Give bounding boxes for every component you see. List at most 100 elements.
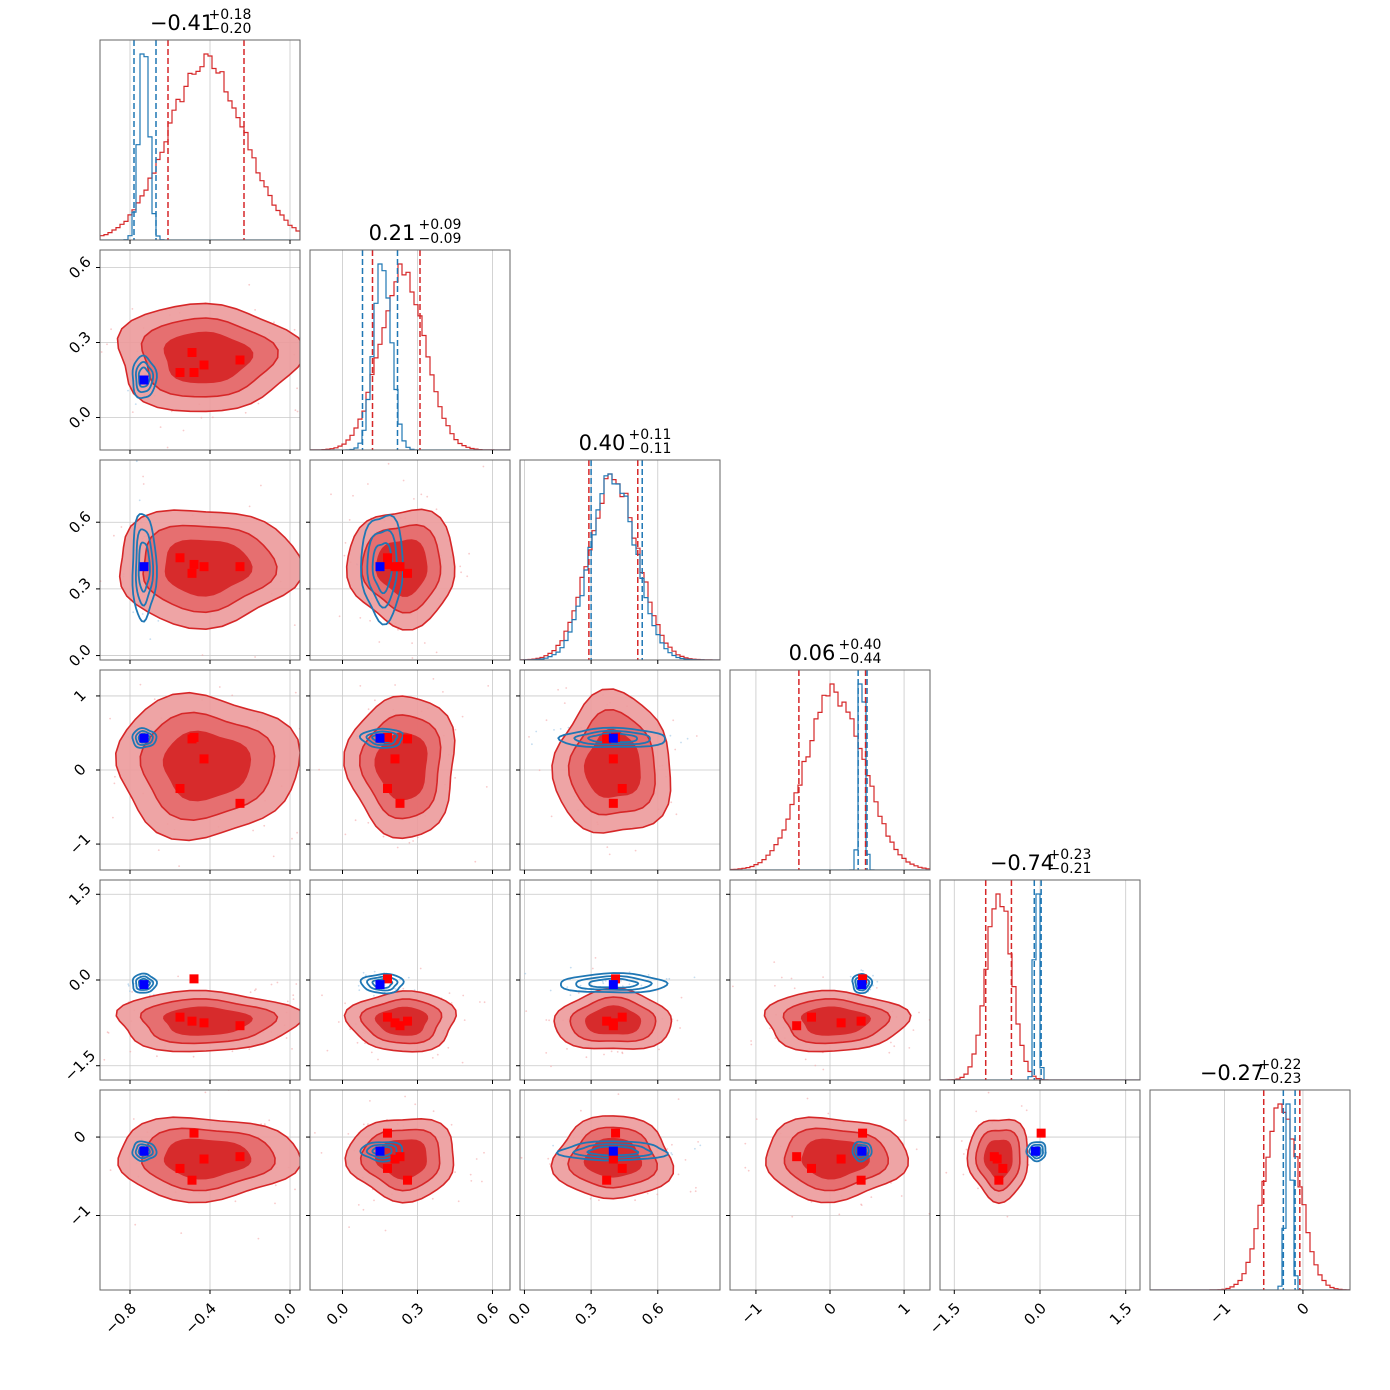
red-marker — [611, 1128, 621, 1138]
blue-contour-mid — [573, 729, 651, 746]
red-sample-point — [318, 768, 320, 771]
blue-sample-point — [876, 980, 879, 983]
red-sample-point — [448, 992, 451, 994]
red-sample-point — [603, 1053, 605, 1056]
red-sample-point — [367, 708, 370, 711]
red-marker — [175, 553, 185, 563]
red-sample-point — [396, 846, 399, 849]
red-sample-point — [322, 1007, 324, 1009]
red-sample-point — [888, 1051, 891, 1054]
red-sample-point — [180, 1232, 183, 1234]
red-sample-point — [318, 1043, 320, 1045]
red-marker — [187, 1016, 197, 1026]
red-sample-point — [354, 819, 357, 822]
blue-sample-point — [365, 974, 367, 977]
blue-sample-point — [669, 734, 672, 737]
blue-sample-point — [862, 970, 864, 972]
red-sample-point — [550, 1065, 552, 1068]
red-sample-point — [404, 1095, 406, 1098]
blue-sample-point — [524, 972, 527, 975]
x-tick-label: 0.3 — [571, 1299, 601, 1329]
blue-contour-inner — [588, 977, 640, 989]
red-sample-point — [110, 328, 112, 331]
red-sample-point — [337, 1021, 340, 1023]
panel-content — [718, 1090, 930, 1290]
red-sample-point — [822, 1068, 825, 1071]
red-sample-point — [373, 1199, 375, 1202]
red-sample-point — [305, 503, 307, 505]
red-marker — [608, 798, 618, 808]
y-tick-label: 0 — [70, 1127, 89, 1146]
red-sample-point — [362, 1208, 365, 1211]
red-sample-point — [975, 1110, 978, 1113]
blue-contour-outer — [1025, 1141, 1047, 1163]
blue-sample-point — [552, 1144, 554, 1147]
red-sample-point — [674, 748, 677, 751]
red-sample-point — [616, 1051, 619, 1053]
red-marker — [611, 974, 621, 984]
red-marker — [617, 784, 627, 794]
red-sample-point — [718, 1208, 720, 1210]
panel-0-0: −0.41+0.18−0.20 — [99, 7, 301, 244]
red-sample-point — [634, 1199, 636, 1202]
blue-sample-point — [141, 613, 144, 615]
red-marker — [383, 732, 392, 742]
red-sample-point — [411, 642, 413, 644]
panel-1-0: 0.0 0.3 0.6 — [65, 249, 336, 454]
red-histogram — [730, 683, 930, 870]
red-marker — [792, 1021, 802, 1031]
red-sample-point — [408, 841, 411, 844]
red-sample-point — [132, 1118, 135, 1120]
red-sample-point — [348, 1226, 350, 1228]
blue-sample-point — [549, 989, 552, 992]
red-sample-point — [528, 736, 530, 738]
red-sample-point — [131, 308, 134, 310]
blue-sample-point — [362, 971, 365, 974]
red-sample-point — [402, 479, 405, 482]
red-sample-point — [296, 831, 298, 834]
blue-sample-point — [567, 726, 570, 729]
panel-content — [310, 670, 510, 870]
red-sample-point — [454, 777, 456, 779]
blue-sample-point — [869, 988, 872, 991]
red-sample-point — [550, 815, 553, 818]
blue-contour-mid — [135, 975, 155, 991]
blue-marker — [1030, 1146, 1040, 1156]
red-marker — [856, 1016, 866, 1026]
red-sample-point — [291, 837, 293, 840]
red-sample-point — [545, 1052, 548, 1054]
red-sample-point — [457, 1200, 460, 1203]
red-sample-point — [218, 686, 221, 688]
red-sample-point — [268, 1119, 271, 1122]
red-sample-point — [293, 624, 296, 626]
red-sample-point — [412, 840, 414, 842]
x-tick-label: 0.0 — [1020, 1299, 1050, 1329]
red-marker — [383, 1128, 392, 1138]
blue-contour-mid — [366, 529, 398, 609]
panel-title-minus: −0.11 — [629, 441, 672, 457]
blue-sample-point — [569, 966, 572, 969]
blue-sample-point — [134, 403, 137, 405]
red-sample-point — [402, 987, 405, 990]
red-sample-point — [814, 1064, 817, 1067]
panel-content — [100, 880, 324, 1080]
blue-marker — [375, 733, 385, 743]
blue-sample-point — [127, 389, 129, 392]
red-sample-point — [694, 1190, 697, 1193]
red-sample-point — [344, 542, 347, 544]
red-marker — [395, 798, 405, 808]
red-sample-point — [454, 1171, 456, 1173]
red-sample-point — [113, 534, 115, 537]
red-sample-point — [426, 495, 429, 498]
red-sample-point — [483, 1001, 486, 1004]
red-sample-point — [334, 336, 336, 338]
blue-sample-point — [127, 983, 130, 986]
blue-contour-mid — [1028, 1143, 1044, 1160]
blue-contour-mid — [572, 1143, 653, 1159]
blue-sample-point — [129, 990, 131, 993]
red-sample-point — [270, 983, 273, 986]
red-marker — [175, 1012, 185, 1022]
red-sample-point — [369, 619, 371, 622]
red-sample-point — [306, 1138, 308, 1140]
red-sample-point — [157, 849, 160, 851]
